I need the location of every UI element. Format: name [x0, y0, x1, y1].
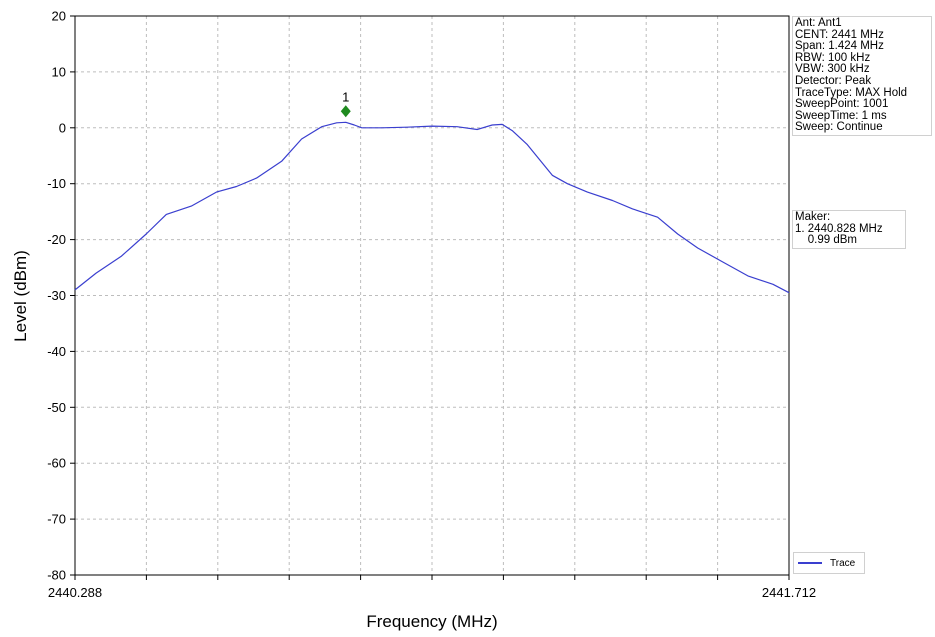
marker-info-level: 0.99 dBm [795, 234, 858, 247]
y-tick-label: 20 [52, 9, 66, 24]
info-center-frequency: CENT: 2441 MHz [795, 28, 884, 41]
marker-info-title: Maker: [795, 211, 831, 223]
x-axis-title: Frequency (MHz) [366, 612, 497, 631]
y-tick-label: -30 [47, 288, 66, 303]
y-tick-label: -40 [47, 344, 66, 359]
series-line-trace [74, 121, 790, 294]
info-antenna: Ant: Ant1 [795, 17, 842, 29]
marker-layer: 1 [340, 89, 351, 118]
info-span: Span: 1.424 MHz [795, 40, 884, 53]
info-sweep-time: SweepTime: 1 ms [795, 109, 887, 122]
x-tick-label-end: 2441.712 [762, 585, 816, 600]
y-tick-label: 10 [52, 64, 66, 79]
y-tick-labels: 20 10 0 -10 -20 -30 -40 -50 -60 -70 -80 [47, 9, 66, 583]
info-sweep-point: SweepPoint: 1001 [795, 98, 889, 111]
info-trace-type: TraceType: MAX Hold [795, 86, 908, 99]
marker-info-panel: Maker: 1. 2440.828 MHz 0.99 dBm [792, 210, 906, 249]
info-detector: Detector: Peak [795, 74, 872, 87]
x-tick-labels: 2440.288 2441.712 [48, 585, 816, 600]
marker-info-frequency: 1. 2440.828 MHz [795, 222, 883, 235]
legend-swatch-trace [798, 562, 822, 564]
y-tick-label: -10 [47, 176, 66, 191]
plot-frame [74, 15, 790, 576]
info-sweep: Sweep: Continue [795, 121, 883, 134]
y-tick-label: -70 [47, 512, 66, 527]
series-layer [74, 121, 790, 294]
legend: Trace [793, 552, 865, 574]
y-tick-label: -60 [47, 456, 66, 471]
y-tick-label: -20 [47, 232, 66, 247]
legend-label-trace: Trace [830, 557, 856, 569]
marker-diamond [340, 105, 351, 118]
x-tick-label-start: 2440.288 [48, 585, 102, 600]
y-tick-label: -50 [47, 400, 66, 415]
info-rbw: RBW: 100 kHz [795, 51, 871, 64]
y-tick-label: -80 [47, 568, 66, 583]
grid-lines [75, 16, 789, 575]
marker-label: 1 [342, 89, 349, 104]
axes [70, 15, 790, 580]
info-vbw: VBW: 300 kHz [795, 63, 870, 76]
measurement-info-panel: Ant: Ant1 CENT: 2441 MHz Span: 1.424 MHz… [792, 16, 932, 136]
y-tick-label: 0 [59, 120, 66, 135]
y-axis-title: Level (dBm) [11, 250, 30, 342]
